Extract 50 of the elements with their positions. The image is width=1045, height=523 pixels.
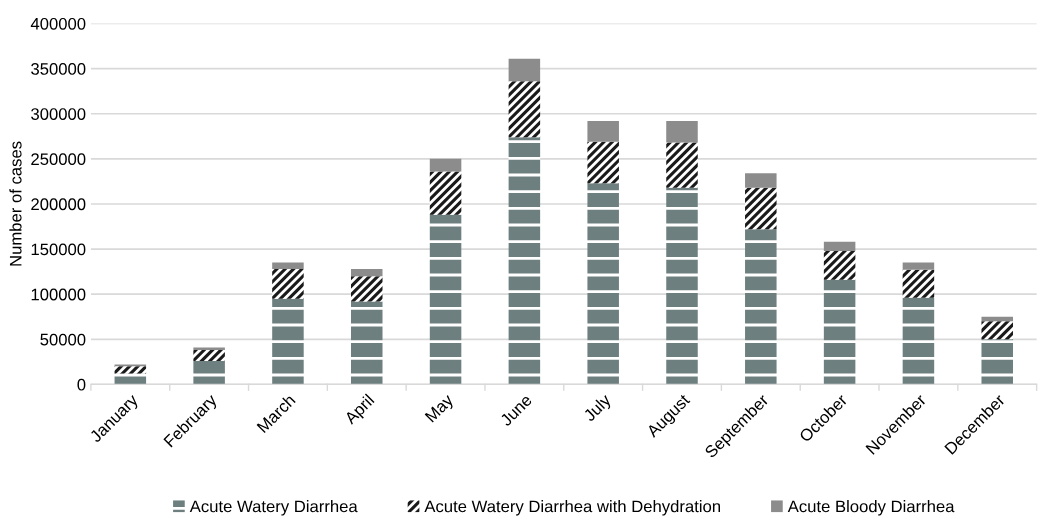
bar xyxy=(429,214,462,385)
bar xyxy=(587,141,619,184)
y-tick-label: 0 xyxy=(77,378,86,391)
y-tick-label: 200000 xyxy=(31,198,86,211)
y-tick-label: 100000 xyxy=(31,288,86,301)
y-tick-label: 50000 xyxy=(40,333,86,346)
bar xyxy=(350,301,383,385)
bar xyxy=(272,268,304,299)
y-tick-label: 150000 xyxy=(31,243,86,256)
bar xyxy=(666,142,698,188)
bar xyxy=(508,58,541,82)
bar xyxy=(902,262,935,270)
legend-label: Acute Watery Diarrhea with Dehydration xyxy=(424,500,720,516)
y-axis-title: Number of cases xyxy=(9,141,22,266)
bar xyxy=(981,321,1013,340)
bar xyxy=(114,366,147,374)
bar xyxy=(823,279,856,385)
bar xyxy=(114,373,147,385)
bar xyxy=(902,297,935,385)
x-tick-label: May xyxy=(424,393,457,426)
bar xyxy=(272,262,304,269)
y-tick-label: 400000 xyxy=(30,17,86,30)
bar xyxy=(745,229,777,385)
bar xyxy=(587,120,619,142)
bar xyxy=(193,360,225,385)
bar xyxy=(981,316,1013,322)
bar xyxy=(666,187,698,385)
bar xyxy=(587,183,619,385)
bar xyxy=(350,276,383,302)
y-tick-label: 250000 xyxy=(31,153,86,166)
y-tick-label: 350000 xyxy=(31,63,86,75)
legend-label: Acute Watery Diarrhea xyxy=(189,500,358,516)
bar xyxy=(981,339,1013,385)
legend-label: Acute Bloody Diarrhea xyxy=(787,500,955,516)
bar xyxy=(745,187,777,230)
bar xyxy=(745,173,777,188)
x-tick-label: July xyxy=(582,392,615,425)
bar xyxy=(902,269,935,298)
bar xyxy=(823,250,856,280)
bar xyxy=(272,298,304,385)
bar xyxy=(666,120,698,143)
bar xyxy=(350,268,383,277)
y-tick-label: 300000 xyxy=(31,108,86,120)
bar xyxy=(429,171,462,215)
bar xyxy=(429,158,462,172)
bar xyxy=(193,350,225,361)
bar xyxy=(193,347,225,351)
bar xyxy=(508,137,541,385)
bar xyxy=(508,81,541,138)
bar xyxy=(823,241,856,251)
